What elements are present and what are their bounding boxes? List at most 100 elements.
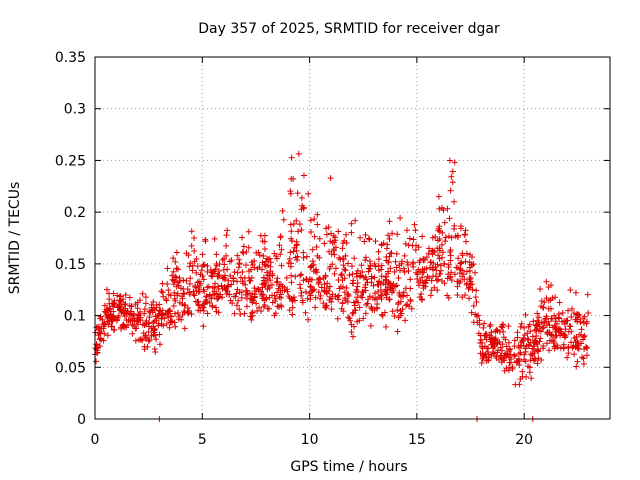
data-point <box>315 288 322 295</box>
data-point <box>539 325 546 332</box>
data-point <box>340 262 347 269</box>
data-point <box>400 289 407 296</box>
data-point <box>150 305 157 312</box>
data-point <box>141 322 148 329</box>
data-point <box>194 298 201 305</box>
data-point <box>372 290 379 297</box>
data-point <box>262 279 269 286</box>
data-point <box>128 303 135 310</box>
data-point <box>180 285 187 292</box>
data-point <box>339 300 346 307</box>
data-point <box>340 308 347 315</box>
data-point <box>240 250 247 257</box>
data-point <box>323 304 330 311</box>
data-point <box>419 233 426 240</box>
data-point <box>223 252 230 259</box>
data-point <box>242 262 249 269</box>
data-point <box>387 265 394 272</box>
data-point <box>120 310 127 317</box>
data-point <box>180 277 187 284</box>
data-point <box>441 219 448 226</box>
data-point <box>164 265 171 272</box>
data-point <box>508 355 515 362</box>
data-point <box>250 297 257 304</box>
data-point <box>379 312 386 319</box>
data-point <box>235 297 242 304</box>
data-point <box>473 299 480 306</box>
data-point <box>345 314 352 321</box>
data-point <box>228 281 235 288</box>
data-point <box>572 289 579 296</box>
data-point <box>327 175 334 182</box>
data-point <box>172 258 179 265</box>
data-point <box>251 285 258 292</box>
data-point <box>236 306 243 313</box>
data-point <box>385 268 392 275</box>
data-point <box>208 295 215 302</box>
data-point <box>578 326 585 333</box>
data-point <box>574 338 581 345</box>
data-point <box>307 283 314 290</box>
data-point <box>384 241 391 248</box>
data-point <box>419 266 426 273</box>
data-point <box>403 292 410 299</box>
data-point <box>321 281 328 288</box>
data-point <box>403 302 410 309</box>
data-point <box>396 262 403 269</box>
data-point <box>200 276 207 283</box>
data-point <box>512 381 519 388</box>
data-point <box>279 207 286 214</box>
data-point <box>134 305 141 312</box>
x-tick-label: 20 <box>515 432 533 448</box>
data-point <box>348 263 355 270</box>
plot-frame <box>94 56 611 420</box>
data-point <box>229 300 236 307</box>
data-point <box>580 355 587 362</box>
data-point <box>447 187 454 194</box>
data-point <box>338 272 345 279</box>
data-point <box>555 327 562 334</box>
data-point <box>290 221 297 228</box>
data-point <box>435 276 442 283</box>
data-point <box>406 235 413 242</box>
data-point <box>466 251 473 258</box>
data-point <box>159 311 166 318</box>
data-point <box>447 274 454 281</box>
data-point <box>356 304 363 311</box>
data-point <box>264 275 271 282</box>
data-point <box>395 299 402 306</box>
data-point <box>480 324 487 331</box>
data-point <box>175 282 182 289</box>
data-point <box>428 277 435 284</box>
data-point <box>330 232 337 239</box>
data-point <box>114 314 121 321</box>
data-point <box>231 310 238 317</box>
data-point <box>583 352 590 359</box>
data-point <box>465 285 472 292</box>
data-point <box>405 262 412 269</box>
data-point <box>315 280 322 287</box>
data-point <box>472 311 479 318</box>
data-point <box>439 254 446 261</box>
data-point <box>197 307 204 314</box>
data-point <box>420 285 427 292</box>
data-point <box>394 306 401 313</box>
axis-ticks <box>94 56 610 420</box>
data-point <box>131 312 138 319</box>
data-point <box>304 295 311 302</box>
data-point <box>527 357 534 364</box>
data-point <box>518 320 525 327</box>
data-point <box>542 315 549 322</box>
data-point <box>174 266 181 273</box>
data-point <box>179 300 186 307</box>
data-point <box>383 291 390 298</box>
data-point <box>237 274 244 281</box>
data-point <box>584 345 591 352</box>
y-axis-label: SRMTID / TECUs <box>7 182 23 295</box>
data-point <box>365 235 372 242</box>
y-tick-label: 0.2 <box>64 205 86 221</box>
data-point <box>234 286 241 293</box>
data-point <box>184 309 191 316</box>
data-point <box>483 345 490 352</box>
data-point <box>368 275 375 282</box>
